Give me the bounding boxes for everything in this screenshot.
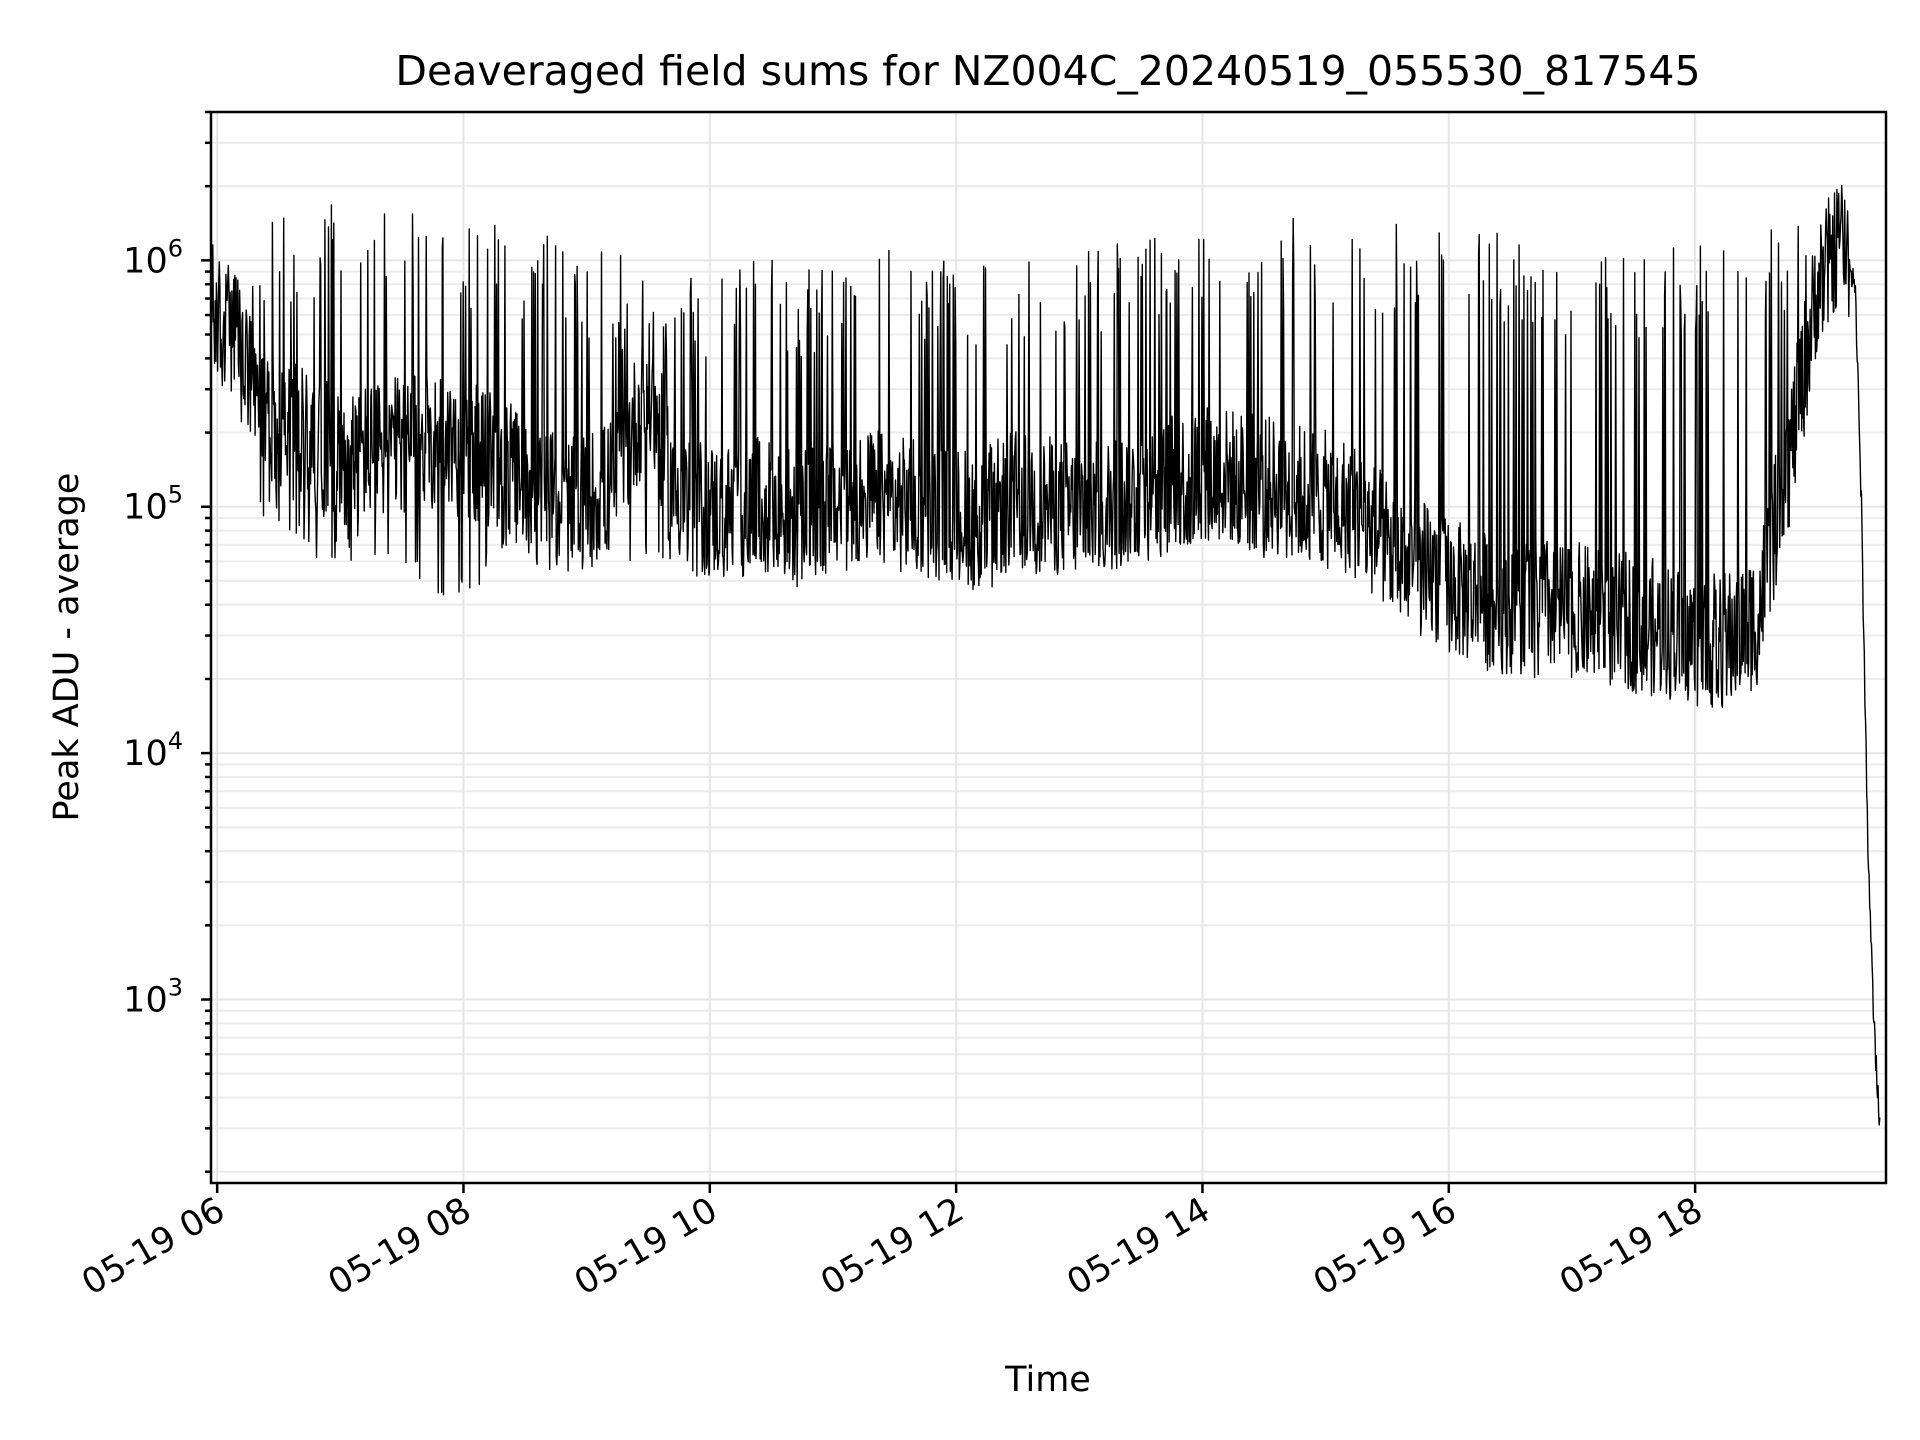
x-axis-label: Time [1004,1360,1091,1400]
x-tick-label: 05-19 06 [75,1190,231,1303]
series-line [210,184,1881,1126]
x-tick-label: 05-19 10 [568,1190,724,1303]
plot-frame [209,110,1888,1185]
x-tick-label: 05-19 14 [1061,1190,1217,1303]
series-layer [210,184,1881,1126]
chart-title: Deaveraged field sums for NZ004C_2024051… [395,47,1700,95]
y-tick-label: 104 [123,727,183,774]
y-tick-label: 106 [123,234,183,281]
x-tick-label: 05-19 16 [1307,1190,1463,1303]
y-tick-label: 103 [123,974,183,1021]
y-axis-ticks: 103 104 105 106 [123,110,211,1173]
x-tick-label: 05-19 18 [1553,1190,1709,1303]
y-axis-label: Peak ADU - average [47,473,87,822]
x-tick-label: 05-19 12 [814,1190,970,1303]
x-axis-ticks: 05-19 06 05-19 08 05-19 10 05-19 12 05-19 14… [75,1183,1710,1303]
x-tick-label: 05-19 08 [322,1190,478,1303]
y-tick-label: 105 [123,481,183,528]
